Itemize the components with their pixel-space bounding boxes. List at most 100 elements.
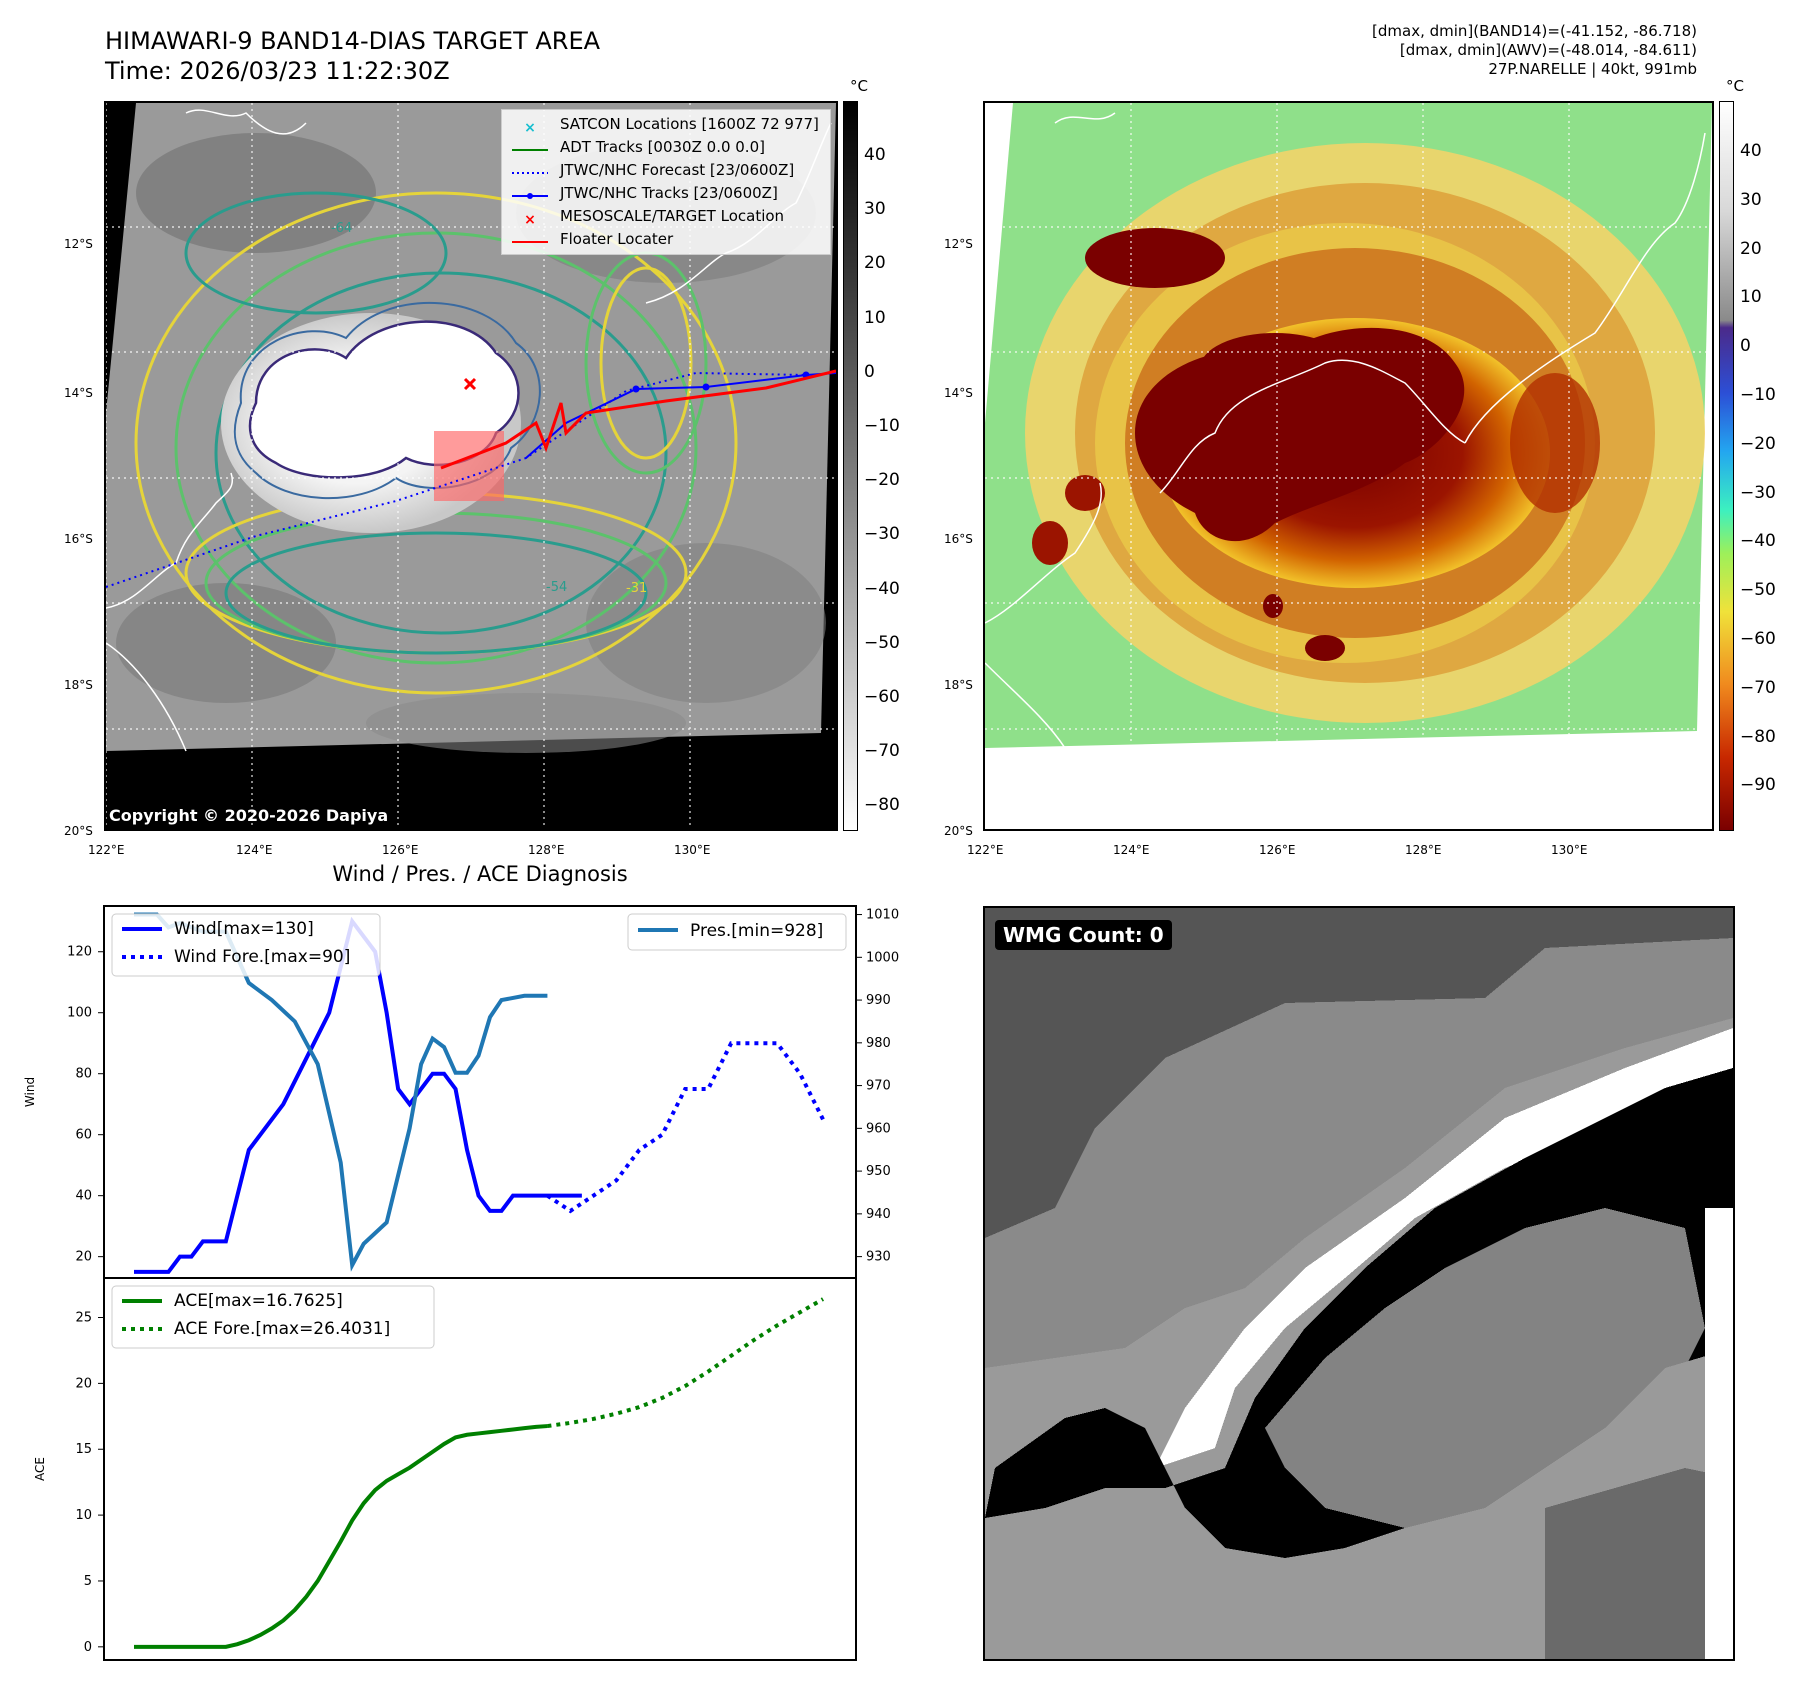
ace-ytick-label: 10 [75,1508,92,1523]
colorbar-tick: 10 [864,307,886,328]
awv-map-image [985,103,1712,829]
info-line-1: [dmax, dmin](BAND14)=(-41.152, -86.718) [1372,22,1697,40]
colorbar-tick: −70 [864,741,900,762]
lat-tick: 20°S [64,824,93,838]
legend-tracks: JTWC/NHC Tracks [23/0600Z] [510,182,822,205]
legend-label: JTWC/NHC Forecast [23/0600Z] [560,161,795,179]
lon-tick: 130°E [1551,843,1588,857]
lon-tick: 126°E [1259,843,1296,857]
lon-tick: 122°E [967,843,1004,857]
colorbar-tick: −40 [1740,531,1776,552]
legend-satcon: × SATCON Locations [1600Z 72 977] [510,113,822,136]
lat-tick: 16°S [944,532,973,546]
ace-ytick-label: 25 [75,1311,92,1326]
contour-label-31: -31 [626,581,648,596]
colorbar-tick: 30 [864,199,886,220]
svg-text:×: × [524,212,536,226]
awv-map [983,101,1714,831]
colorbar-tick: −80 [864,795,900,816]
colorbar-tick: −60 [864,687,900,707]
lat-tick: 20°S [944,824,973,838]
band14-map-image [106,103,836,829]
band14-map: -64 -54 -31 Copyright © 2020-2026 Dapiya… [104,101,838,831]
map-legend: × SATCON Locations [1600Z 72 977] ADT Tr… [501,109,831,255]
wind-axis-label: Wind [23,1077,37,1107]
colorbar-tick: 40 [1740,141,1762,161]
info-block: [dmax, dmin](BAND14)=(-41.152, -86.718) … [1372,22,1697,79]
contour-label-54: -54 [546,580,568,595]
svg-text:×: × [524,120,536,134]
wind-ytick-label: 120 [67,945,92,960]
ace-frame [103,1277,857,1661]
ace-ytick-label: 0 [84,1640,92,1655]
legend-target: × MESOSCALE/TARGET Location [510,205,822,228]
lon-tick: 126°E [382,843,419,857]
ace-series-line-1 [547,1297,825,1429]
wmg-count-badge: WMG Count: 0 [995,920,1172,950]
ace-legend-box [111,1285,435,1349]
legend-text: Wind[max=130] [174,919,314,939]
legend-text: ACE[max=16.7625] [174,1291,343,1311]
ace-ytick-label: 20 [75,1376,92,1391]
legend-text: Pres.[min=928] [690,921,823,941]
wind-ytick-label: 40 [75,1189,92,1204]
legend-text: ACE Fore.[max=26.4031] [174,1319,390,1339]
gray-colorbar [843,101,858,831]
color-colorbar [1719,101,1734,831]
legend-label: SATCON Locations [1600Z 72 977] [560,115,819,133]
color-colorbar-unit: °C [1726,77,1744,95]
lat-tick: 16°S [64,532,93,546]
adt-line-icon [510,141,550,155]
contour-label-64: -64 [331,221,353,236]
copyright-text: Copyright © 2020-2026 Dapiya [109,806,389,825]
colorbar-tick: −50 [864,632,900,653]
ace-series-line-0 [134,1424,548,1649]
tracks-line-dot-icon [510,187,550,201]
legend-label: MESOSCALE/TARGET Location [560,207,785,225]
legend-floater: Floater Locater [510,228,822,251]
title-line-2: Time: 2026/03/23 11:22:30Z [105,57,450,85]
legend-forecast: JTWC/NHC Forecast [23/0600Z] [510,159,822,182]
pressure-ytick-label: 980 [866,1036,891,1051]
lat-tick: 14°S [944,386,973,400]
info-line-2: [dmax, dmin](AWV)=(-48.014, -84.611) [1399,41,1697,59]
legend-text: Wind Fore.[max=90] [174,947,350,967]
ace-axis-label: ACE [33,1457,47,1481]
floater-line-icon [510,233,550,247]
colorbar-tick: −40 [864,578,900,599]
target-x-icon: × [510,210,550,228]
colorbar-tick: 0 [1740,336,1751,357]
wind-ytick-label: 100 [67,1006,92,1021]
title-line-1: HIMAWARI-9 BAND14-DIAS TARGET AREA [105,27,601,55]
series-line-1 [546,1041,825,1214]
lon-tick: 130°E [674,843,711,857]
pressure-ytick-label: 950 [866,1164,891,1179]
lat-tick: 18°S [944,678,973,692]
colorbar-tick: −20 [1740,433,1776,454]
colorbar-tick: −30 [864,524,900,545]
lon-tick: 124°E [236,843,273,857]
legend-label: JTWC/NHC Tracks [23/0600Z] [560,184,778,202]
pressure-ytick-label: 990 [866,993,891,1008]
lat-tick: 12°S [64,237,93,251]
colorbar-tick: −60 [1740,629,1776,649]
wind-ytick-label: 20 [75,1250,92,1265]
colorbar-tick: −20 [864,470,900,491]
lon-tick: 128°E [1405,843,1442,857]
pressure-ytick-label: 930 [866,1250,891,1265]
lat-tick: 14°S [64,386,93,400]
colorbar-tick: 10 [1740,287,1762,308]
colorbar-tick: 20 [864,253,886,274]
wmg-panel: WMG Count: 0 [983,906,1735,1661]
colorbar-tick: 0 [864,361,875,382]
legend-adt: ADT Tracks [0030Z 0.0 0.0] [510,136,822,159]
lon-tick: 124°E [1113,843,1150,857]
colorbar-tick: 30 [1740,189,1762,210]
colorbar-tick: −10 [864,416,900,436]
gray-colorbar-unit: °C [850,77,868,95]
info-line-3: 27P.NARELLE | 40kt, 991mb [1488,60,1697,78]
pressure-legend-box [627,913,847,951]
lon-tick: 128°E [528,843,565,857]
legend-label: Floater Locater [560,230,674,248]
lon-tick: 122°E [88,843,125,857]
